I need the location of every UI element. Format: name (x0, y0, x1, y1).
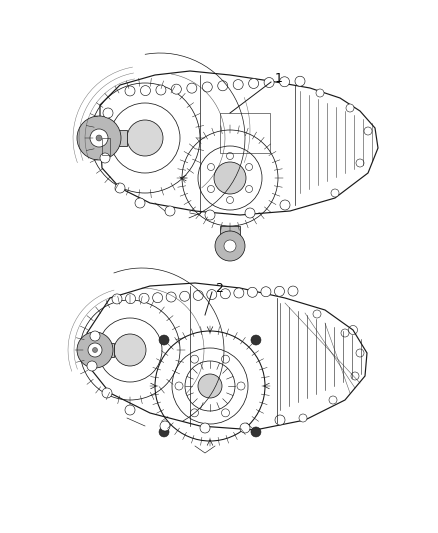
Circle shape (208, 185, 215, 192)
Circle shape (114, 334, 146, 366)
Circle shape (205, 210, 215, 220)
Circle shape (208, 164, 215, 171)
Circle shape (331, 189, 339, 197)
Circle shape (202, 82, 212, 92)
Circle shape (215, 231, 245, 261)
Circle shape (218, 81, 228, 91)
Circle shape (193, 290, 203, 301)
Circle shape (341, 329, 349, 337)
Circle shape (264, 77, 274, 87)
Circle shape (159, 427, 169, 437)
Circle shape (356, 349, 364, 357)
Circle shape (275, 415, 285, 425)
Circle shape (313, 310, 321, 318)
Circle shape (115, 183, 125, 193)
Circle shape (127, 120, 163, 156)
Circle shape (234, 288, 244, 298)
Circle shape (261, 287, 271, 297)
Circle shape (135, 198, 145, 208)
Circle shape (364, 127, 372, 135)
Circle shape (295, 76, 305, 86)
Circle shape (351, 372, 359, 380)
Circle shape (191, 409, 198, 417)
Circle shape (233, 79, 243, 90)
Circle shape (280, 200, 290, 210)
Circle shape (141, 86, 151, 95)
Circle shape (246, 164, 253, 171)
Circle shape (245, 208, 255, 218)
Circle shape (279, 77, 290, 87)
Circle shape (125, 405, 135, 415)
Text: 2: 2 (215, 281, 223, 295)
Circle shape (139, 293, 149, 303)
Circle shape (96, 135, 102, 141)
Circle shape (237, 382, 245, 390)
Circle shape (220, 289, 230, 298)
Circle shape (125, 86, 135, 96)
Circle shape (222, 355, 230, 363)
Circle shape (251, 335, 261, 345)
Circle shape (175, 382, 183, 390)
Circle shape (90, 129, 108, 147)
Circle shape (240, 423, 250, 433)
Circle shape (191, 355, 198, 363)
Circle shape (275, 286, 284, 296)
Circle shape (90, 331, 100, 341)
Circle shape (356, 159, 364, 167)
Circle shape (299, 414, 307, 422)
Circle shape (126, 294, 135, 304)
Circle shape (166, 292, 176, 302)
Circle shape (103, 108, 113, 118)
Circle shape (171, 84, 181, 94)
Circle shape (346, 104, 354, 112)
Circle shape (102, 388, 112, 398)
Polygon shape (95, 343, 114, 357)
Circle shape (88, 343, 102, 357)
Circle shape (200, 423, 210, 433)
Circle shape (100, 153, 110, 163)
Circle shape (226, 152, 233, 159)
Circle shape (87, 361, 97, 371)
Circle shape (165, 206, 175, 216)
Circle shape (156, 85, 166, 95)
Circle shape (316, 89, 324, 97)
Circle shape (251, 427, 261, 437)
Circle shape (160, 421, 170, 431)
Circle shape (207, 289, 217, 300)
Circle shape (247, 287, 258, 297)
Circle shape (77, 332, 113, 368)
Polygon shape (105, 130, 127, 146)
Text: 1: 1 (275, 71, 283, 85)
Circle shape (180, 291, 190, 301)
Circle shape (92, 348, 98, 352)
Circle shape (226, 197, 233, 204)
Circle shape (198, 374, 222, 398)
Circle shape (77, 116, 121, 160)
Circle shape (159, 335, 169, 345)
Circle shape (249, 78, 258, 88)
Circle shape (112, 294, 122, 304)
Polygon shape (220, 226, 240, 246)
Circle shape (214, 162, 246, 194)
Circle shape (288, 286, 298, 296)
Circle shape (222, 409, 230, 417)
Circle shape (246, 185, 253, 192)
Circle shape (152, 293, 162, 303)
Circle shape (187, 83, 197, 93)
Circle shape (224, 240, 236, 252)
Circle shape (329, 396, 337, 404)
